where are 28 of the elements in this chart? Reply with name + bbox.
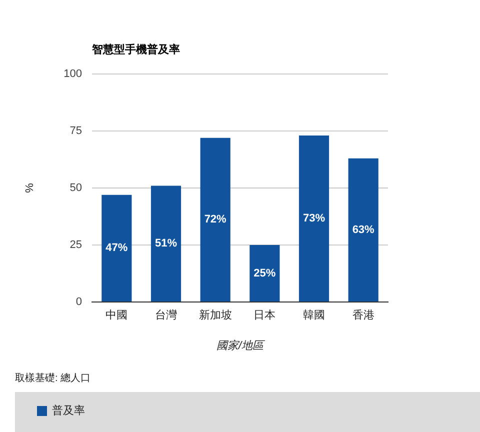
bar xyxy=(298,136,330,302)
x-tick-label: 中國 xyxy=(106,308,128,322)
bar xyxy=(250,245,280,302)
data-label: 73% xyxy=(302,212,326,225)
y-tick-label: 100 xyxy=(64,68,82,80)
y-axis-title: % xyxy=(24,182,36,193)
x-tick-label: 香港 xyxy=(352,308,374,322)
x-tick-label: 新加坡 xyxy=(198,308,232,322)
bar xyxy=(200,138,230,302)
data-label: 51% xyxy=(154,238,178,250)
y-tick-label: 50 xyxy=(70,182,82,194)
chart-title: 智慧型手機普及率 xyxy=(91,43,180,56)
x-tick-label: 韓國 xyxy=(303,308,325,322)
y-tick-label: 75 xyxy=(70,125,82,138)
text: 取樣基礎: 總人口 xyxy=(15,372,91,384)
data-label: 63% xyxy=(352,224,375,236)
x-tick-label: 日本 xyxy=(254,308,276,322)
y-tick-label: 0 xyxy=(76,296,82,308)
bar xyxy=(150,186,182,302)
data-label: 72% xyxy=(204,214,227,226)
legend-label: 普及率 xyxy=(52,404,85,418)
data-label: 25% xyxy=(254,267,276,280)
data-label: 47% xyxy=(106,242,128,254)
bar xyxy=(348,158,378,302)
x-tick-label: 台灣 xyxy=(155,308,177,322)
y-tick-label: 25 xyxy=(70,239,82,252)
bar xyxy=(102,194,132,302)
x-axis-title: 國家/地區 xyxy=(216,339,266,352)
